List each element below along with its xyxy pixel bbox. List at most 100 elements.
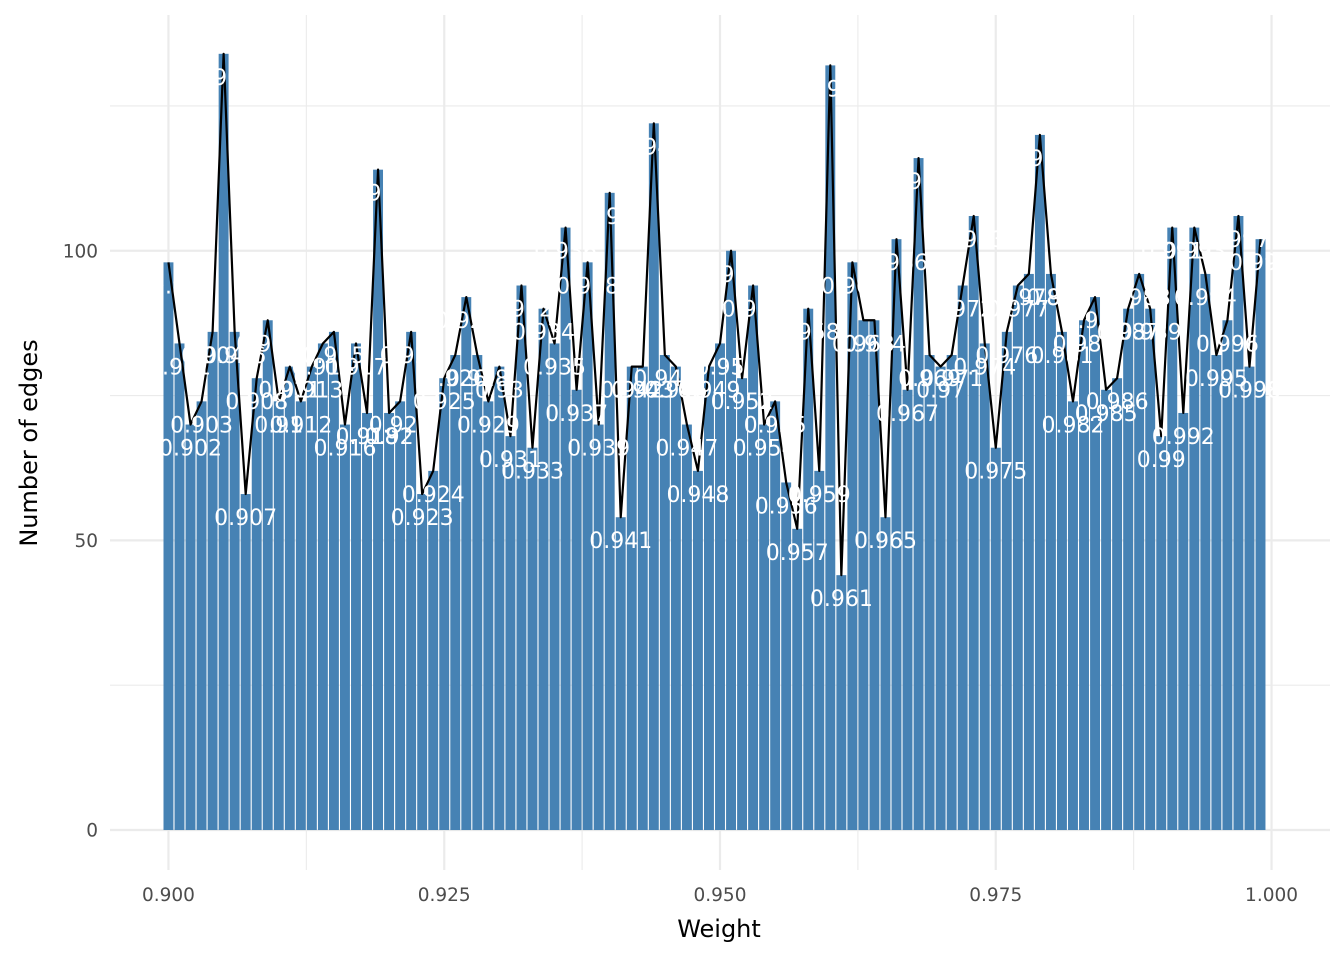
bar-label: 0.906 (203, 344, 266, 369)
bar (251, 378, 262, 831)
bar (373, 169, 384, 831)
bar (1233, 216, 1244, 831)
bar-label: 0.994 (1174, 286, 1237, 311)
bar (1023, 273, 1034, 831)
bar-label: 0.944 (622, 135, 685, 160)
bar-label: 0.94 (585, 205, 634, 230)
bar-label: 0.921 (369, 413, 432, 438)
bar-label: 0.975 (964, 460, 1027, 485)
bar (549, 343, 560, 831)
bar (571, 389, 582, 831)
bar-label: 0.931 (479, 448, 542, 473)
bar-label: 0.9 (151, 274, 186, 299)
bar-label: 0.963 (832, 332, 895, 357)
x-tick-label: 0.925 (418, 885, 471, 906)
bar (328, 331, 339, 831)
bar-label: 0.934 (512, 321, 575, 346)
bar-label: 0.916 (313, 437, 376, 462)
x-tick-label: 0.975 (969, 885, 1022, 906)
bar (1001, 331, 1012, 831)
bar (1244, 366, 1255, 831)
y-tick-label: 0 (86, 821, 98, 842)
bar-label: 0.957 (766, 541, 829, 566)
bar (615, 517, 626, 831)
bar (792, 528, 803, 831)
bar (218, 53, 229, 831)
trend-line (167, 52, 1262, 577)
bar-label: 0.966 (865, 251, 928, 276)
bar-label: 0.99 (1137, 448, 1186, 473)
bar-label: 0.902 (159, 437, 222, 462)
bar-label: 0.904 (181, 344, 244, 369)
bar (670, 366, 681, 831)
bar-label: 0.996 (1196, 332, 1259, 357)
bar (1056, 331, 1067, 831)
bar (869, 320, 880, 831)
bar (483, 401, 494, 831)
bar (704, 366, 714, 831)
trend-line-group (167, 52, 1262, 577)
bar-label: 0.954 (733, 437, 796, 462)
bar-label: 0.999 (1229, 251, 1292, 276)
bar (1134, 273, 1145, 831)
bar-label: 0.939 (567, 437, 630, 462)
bar (1167, 227, 1178, 831)
bar (626, 366, 637, 831)
bar (472, 355, 483, 831)
bar-label: 0.974 (953, 355, 1016, 380)
bar (185, 424, 196, 831)
bar-label: 0.947 (655, 437, 718, 462)
bar-label: 0.973 (942, 228, 1005, 253)
bar-label: 0.993 (1163, 240, 1226, 265)
bar (505, 436, 516, 831)
bar (891, 239, 902, 831)
bar-label: 0.979 (1008, 147, 1071, 172)
bar (1012, 285, 1023, 831)
bar (957, 285, 968, 831)
bar (1034, 134, 1045, 831)
bar (461, 297, 472, 831)
bar (362, 412, 372, 831)
bar (593, 424, 604, 831)
bar-label: 0.928 (446, 367, 509, 392)
bar-label: 0.959 (788, 483, 851, 508)
bar (395, 401, 406, 831)
bar-label: 0.965 (854, 529, 917, 554)
bar-label: 0.97 (916, 379, 965, 404)
bar-label: 0.995 (1185, 367, 1248, 392)
bar-label: 0.924 (402, 483, 465, 508)
bar (1079, 320, 1089, 831)
bar (659, 355, 670, 831)
bar (527, 447, 538, 831)
bar (681, 424, 692, 831)
bar (924, 355, 935, 831)
bar (715, 343, 725, 831)
bar (229, 331, 240, 831)
bar-label: 0.955 (744, 413, 807, 438)
bar (913, 158, 924, 831)
bar (1123, 308, 1134, 831)
bar (284, 366, 295, 831)
bar-label: 0.91 (254, 413, 303, 438)
bar-label: 0.911 (258, 379, 321, 404)
bar-label: 0.972 (931, 298, 994, 323)
bar-label: 0.984 (1064, 309, 1127, 334)
bar-label: 0.96 (806, 77, 855, 102)
bar (295, 401, 306, 831)
bar (1255, 239, 1266, 831)
bar (560, 227, 571, 831)
bar (902, 389, 913, 831)
bar-label: 0.935 (523, 355, 586, 380)
bar-label: 0.927 (435, 309, 498, 334)
bar-label: 0.908 (225, 390, 288, 415)
bar-label: 0.943 (611, 379, 674, 404)
bar (1112, 378, 1123, 831)
bar (935, 366, 946, 831)
bar-label: 0.988 (1108, 286, 1171, 311)
bar-label: 0.981 (1030, 344, 1093, 369)
bar-label: 0.986 (1086, 390, 1149, 415)
bar (726, 250, 736, 831)
bar (880, 517, 891, 831)
bar-label: 0.922 (380, 344, 443, 369)
